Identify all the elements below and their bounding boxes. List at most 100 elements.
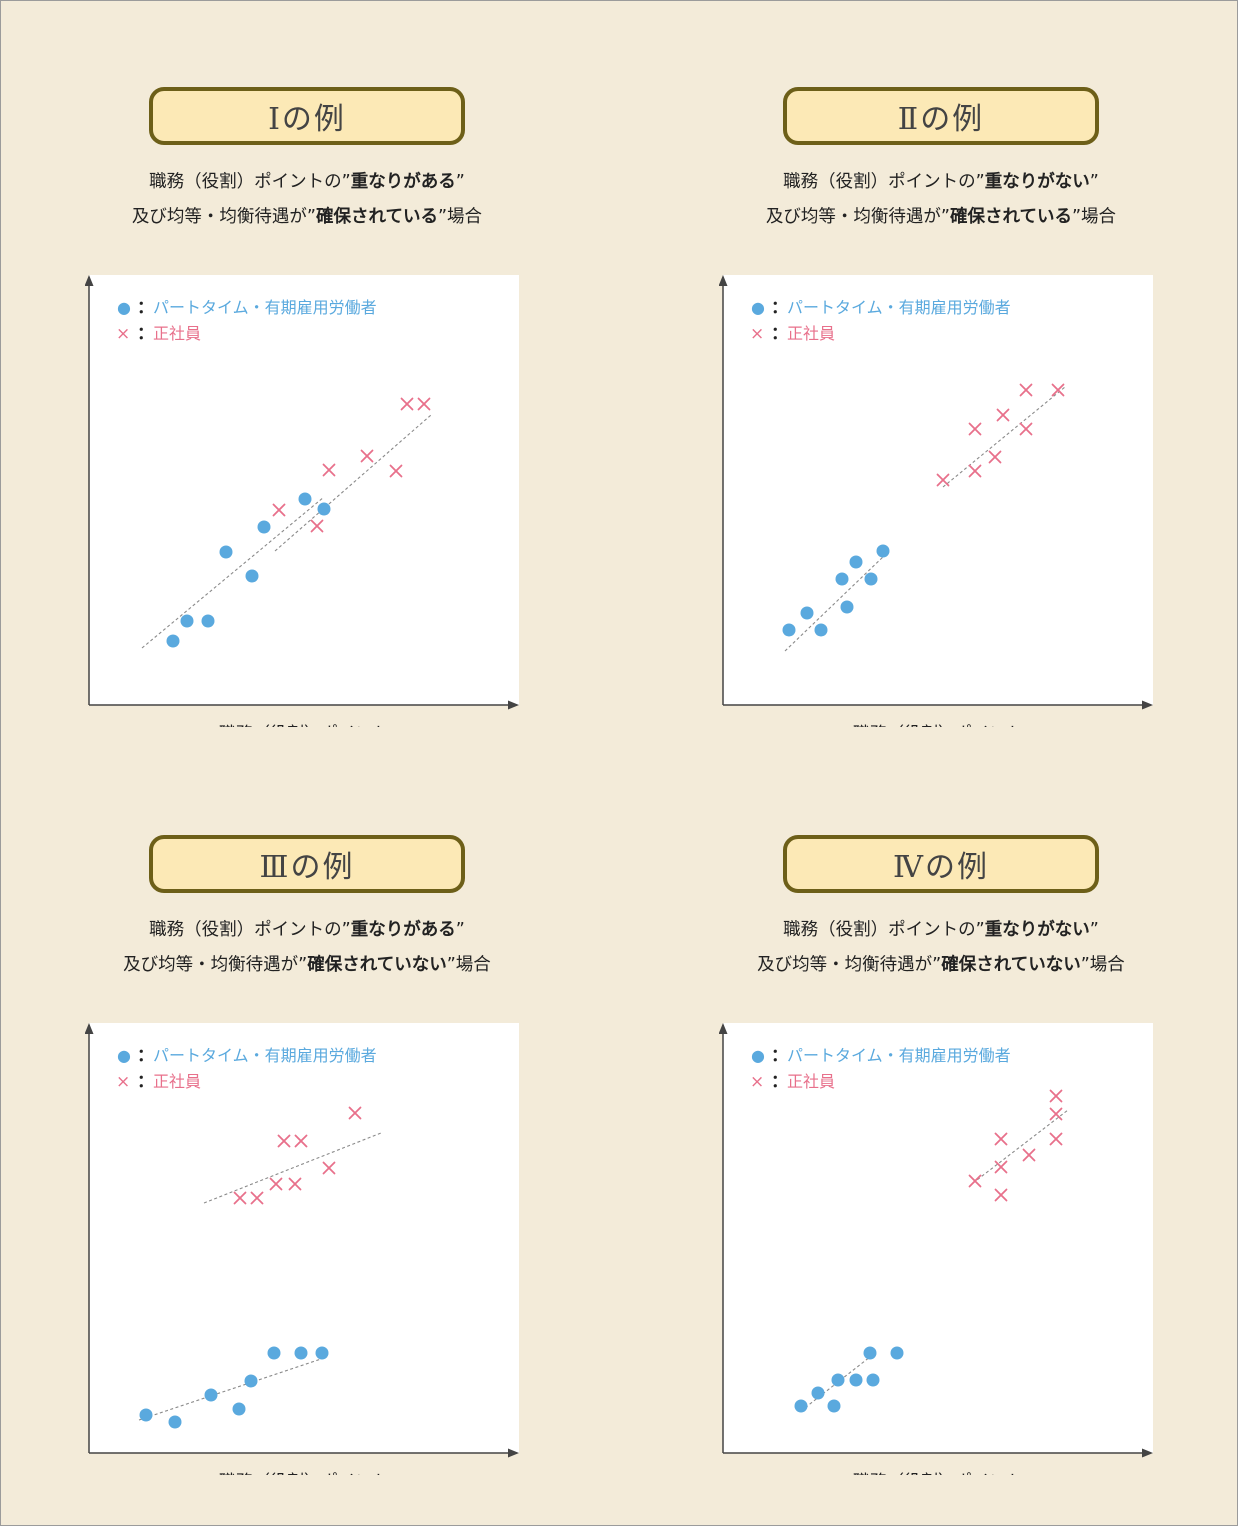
data-point-regular: [250, 1191, 264, 1205]
legend-label-parttime: パートタイム・有期雇用労働者: [153, 1046, 377, 1065]
subtitle-text: ”場合: [1080, 955, 1125, 975]
data-point-regular: [1049, 1132, 1063, 1146]
data-point-parttime: [315, 1346, 329, 1360]
trend-line: [141, 496, 325, 649]
cross-stroke: [400, 397, 414, 411]
trend-line: [138, 1356, 328, 1421]
subtitle-emphasis: 確保されていない: [307, 955, 447, 975]
data-point-parttime: [244, 1374, 258, 1388]
cross-stroke: [348, 1106, 362, 1120]
badge-example-2: Ⅱの例: [783, 87, 1099, 145]
cross-stroke: [294, 1134, 308, 1148]
cross-stroke: [994, 1188, 1008, 1202]
data-point-regular: [322, 463, 336, 477]
panel-subtitle: 職務（役割）ポイントの”重なりがある” 及び均等・均衡待遇が”確保されている”場…: [55, 165, 559, 235]
legend-dot-icon: ●: [751, 298, 765, 317]
scatter-chart-3: 職務（役割）ポイント時間賃率●：パートタイム・有期雇用労働者×：正社員: [85, 1023, 519, 1475]
data-point-regular: [277, 1134, 291, 1148]
legend-label-parttime: パートタイム・有期雇用労働者: [787, 1046, 1011, 1065]
data-point-regular: [269, 1177, 283, 1191]
x-axis-arrow-icon: [508, 1448, 519, 1458]
legend-separator: ：: [137, 1072, 154, 1092]
cross-stroke: [968, 464, 982, 478]
data-point-parttime: [201, 614, 215, 628]
subtitle-emphasis: 確保されている: [950, 207, 1072, 227]
cross-stroke: [310, 519, 324, 533]
subtitle-emphasis: 確保されていない: [941, 955, 1081, 975]
subtitle-line-1: 職務（役割）ポイントの”重なりがある”: [55, 913, 559, 948]
badge-label: Ⅳの例: [893, 850, 989, 885]
badge-example-4: Ⅳの例: [783, 835, 1099, 893]
subtitle-emphasis: 重なりがある: [350, 172, 456, 192]
data-point-regular: [400, 397, 414, 411]
subtitle-text: ”: [1089, 920, 1099, 940]
cross-stroke: [1019, 422, 1033, 436]
subtitle-line-2: 及び均等・均衡待遇が”確保されている”場合: [689, 200, 1193, 235]
subtitle-line-1: 職務（役割）ポイントの”重なりがない”: [689, 165, 1193, 200]
legend-label-parttime: パートタイム・有期雇用労働者: [153, 298, 377, 317]
data-point-parttime: [827, 1399, 841, 1413]
subtitle-line-1: 職務（役割）ポイントの”重なりがない”: [689, 913, 1193, 948]
subtitle-line-1: 職務（役割）ポイントの”重なりがある”: [55, 165, 559, 200]
subtitle-line-2: 及び均等・均衡待遇が”確保されていない”場合: [689, 948, 1193, 983]
data-point-parttime: [782, 623, 796, 637]
y-axis-arrow-icon: [719, 275, 728, 286]
cross-stroke: [1019, 383, 1033, 397]
data-point-regular: [389, 464, 403, 478]
data-point-regular: [360, 449, 374, 463]
cross-stroke: [1051, 383, 1065, 397]
data-point-regular: [968, 464, 982, 478]
data-point-parttime: [267, 1346, 281, 1360]
x-axis-label: 職務（役割）ポイント: [219, 1472, 389, 1475]
subtitle-text: 職務（役割）ポイントの”: [783, 920, 985, 940]
panel-example-3: Ⅲの例 職務（役割）ポイントの”重なりがある” 及び均等・均衡待遇が”確保されて…: [85, 835, 645, 1535]
subtitle-text: ”場合: [446, 955, 491, 975]
data-point-parttime: [876, 544, 890, 558]
panel-subtitle: 職務（役割）ポイントの”重なりがない” 及び均等・均衡待遇が”確保されている”場…: [689, 165, 1193, 235]
data-point-parttime: [863, 1346, 877, 1360]
data-point-regular: [348, 1106, 362, 1120]
subtitle-text: 及び均等・均衡待遇が”: [757, 955, 942, 975]
cross-stroke: [994, 1132, 1008, 1146]
subtitle-emphasis: 重なりがない: [984, 172, 1090, 192]
subtitle-text: ”: [455, 920, 465, 940]
data-point-regular: [1049, 1107, 1063, 1121]
legend-separator: ：: [137, 1046, 154, 1066]
badge-label: Ⅰの例: [268, 102, 346, 137]
legend-dot-icon: ●: [751, 1046, 765, 1065]
data-point-regular: [1049, 1089, 1063, 1103]
cross-stroke: [968, 422, 982, 436]
legend-cross-icon: ×: [750, 1072, 764, 1092]
data-point-parttime: [204, 1388, 218, 1402]
cross-stroke: [272, 503, 286, 517]
plot-area: [89, 275, 519, 705]
cross-stroke: [996, 408, 1010, 422]
data-point-parttime: [794, 1399, 808, 1413]
data-point-regular: [310, 519, 324, 533]
data-point-parttime: [849, 1373, 863, 1387]
subtitle-line-2: 及び均等・均衡待遇が”確保されていない”場合: [55, 948, 559, 983]
data-point-parttime: [180, 614, 194, 628]
cross-stroke: [389, 464, 403, 478]
legend-separator: ：: [137, 324, 154, 344]
data-point-regular: [994, 1160, 1008, 1174]
cross-stroke: [936, 473, 950, 487]
data-point-regular: [233, 1191, 247, 1205]
scatter-chart-4: 職務（役割）ポイント時間賃率●：パートタイム・有期雇用労働者×：正社員: [719, 1023, 1153, 1475]
data-point-regular: [1019, 422, 1033, 436]
plot-area: [723, 275, 1153, 705]
data-point-parttime: [831, 1373, 845, 1387]
subtitle-text: ”場合: [437, 207, 483, 227]
data-point-parttime: [294, 1346, 308, 1360]
legend-cross-icon: ×: [116, 1072, 130, 1092]
legend-cross-icon: ×: [116, 324, 130, 344]
subtitle-text: 及び均等・均衡待遇が”: [131, 207, 316, 227]
panel-example-4: Ⅳの例 職務（役割）ポイントの”重なりがない” 及び均等・均衡待遇が”確保されて…: [719, 835, 1238, 1535]
subtitle-emphasis: 重なりがない: [984, 920, 1090, 940]
badge-label: Ⅱの例: [897, 102, 985, 137]
subtitle-emphasis: 重なりがある: [350, 920, 456, 940]
legend-separator: ：: [771, 324, 788, 344]
x-axis-arrow-icon: [1142, 1448, 1153, 1458]
legend-dot-icon: ●: [117, 1046, 131, 1065]
